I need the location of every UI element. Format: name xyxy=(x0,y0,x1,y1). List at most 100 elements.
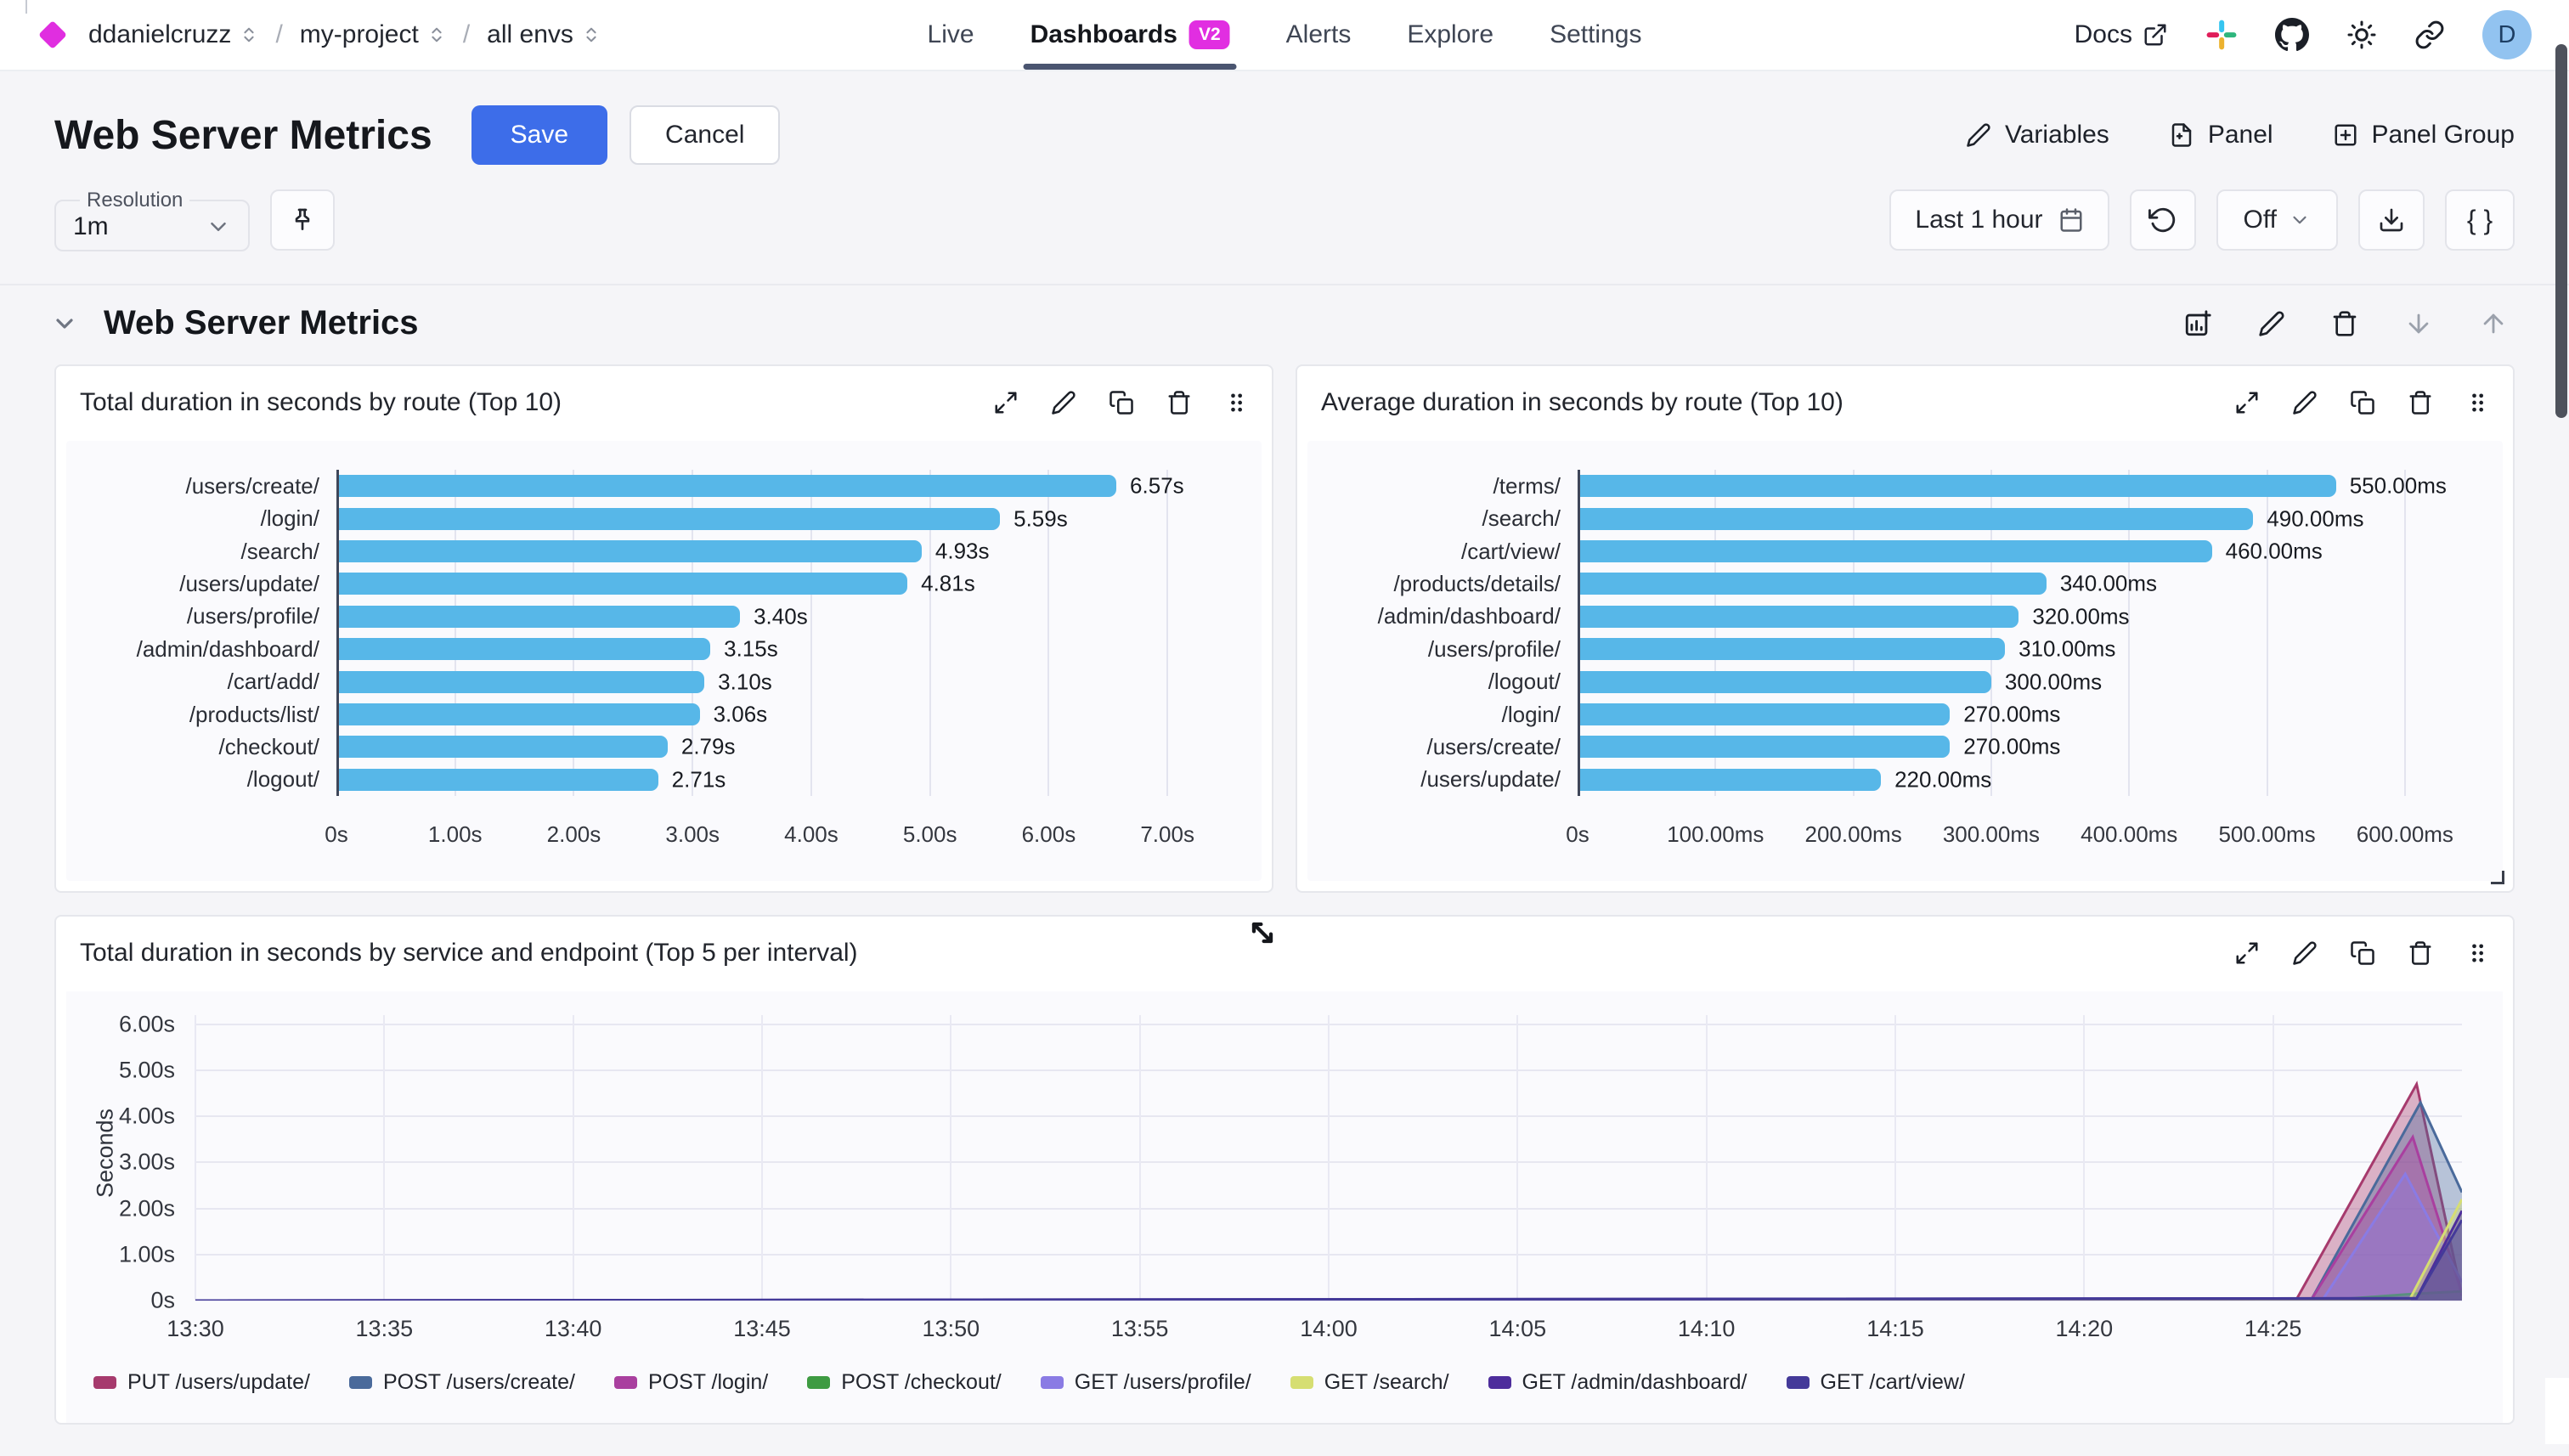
json-view-button[interactable]: { } xyxy=(2445,189,2515,251)
resolution-select[interactable]: Resolution 1m xyxy=(54,189,250,251)
panel-label: Panel xyxy=(2207,121,2273,149)
drag-handle-icon[interactable] xyxy=(2465,390,2489,415)
delete-panel-icon[interactable] xyxy=(2408,940,2433,966)
bar-row: /checkout/2.79s xyxy=(85,731,1233,763)
move-down-icon[interactable] xyxy=(2404,309,2433,338)
bar-row: /search/4.93s xyxy=(85,535,1233,567)
legend-item[interactable]: PUT /users/update/ xyxy=(93,1370,310,1395)
auto-refresh-select[interactable]: Off xyxy=(2216,189,2338,251)
add-panel-group-button[interactable]: Panel Group xyxy=(2333,121,2515,150)
duplicate-panel-icon[interactable] xyxy=(1109,390,1134,415)
drag-handle-icon[interactable] xyxy=(1224,390,1248,415)
edit-panel-icon[interactable] xyxy=(1051,390,1076,415)
bar-track: 270.00ms xyxy=(1578,731,2474,763)
category-label: /cart/add/ xyxy=(227,669,319,695)
category-label: /logout/ xyxy=(246,766,319,793)
tab-settings[interactable]: Settings xyxy=(1550,0,1641,70)
edit-section-icon[interactable] xyxy=(2258,310,2285,337)
panel-actions xyxy=(2234,390,2489,415)
tab-dashboards[interactable]: Dashboards V2 xyxy=(1023,0,1237,70)
slack-icon[interactable] xyxy=(2205,19,2238,51)
duplicate-panel-icon[interactable] xyxy=(2350,390,2375,415)
bar xyxy=(336,475,1117,498)
x-tick-label: 400.00ms xyxy=(2081,821,2178,847)
legend-item[interactable]: GET /cart/view/ xyxy=(1786,1370,1965,1395)
edit-panel-icon[interactable] xyxy=(2292,940,2318,966)
add-panel-button[interactable]: Panel xyxy=(2169,121,2273,150)
breadcrumb-label: my-project xyxy=(299,20,419,48)
expand-icon[interactable] xyxy=(2234,940,2260,966)
legend-label: POST /users/create/ xyxy=(382,1370,575,1394)
resize-cursor-icon xyxy=(1245,916,1279,950)
time-controls: Last 1 hour Off { } xyxy=(1889,189,2515,251)
legend-label: GET /admin/dashboard/ xyxy=(1522,1370,1747,1394)
time-range-picker[interactable]: Last 1 hour xyxy=(1889,189,2109,251)
value-label: 3.06s xyxy=(713,701,768,727)
tab-label: Dashboards xyxy=(1030,20,1177,48)
calendar-icon xyxy=(2058,207,2084,233)
expand-icon[interactable] xyxy=(993,390,1019,415)
bar xyxy=(1578,736,1951,759)
x-tick-label: 4.00s xyxy=(784,821,838,847)
y-tick-label: 4.00s xyxy=(118,1103,175,1129)
bar xyxy=(336,703,700,726)
tab-explore[interactable]: Explore xyxy=(1407,0,1493,70)
value-label: 320.00ms xyxy=(2032,603,2130,629)
delete-panel-icon[interactable] xyxy=(2408,390,2433,415)
avatar[interactable]: D xyxy=(2482,10,2532,59)
drag-handle-icon[interactable] xyxy=(2465,940,2489,966)
bar-row: /login/270.00ms xyxy=(1326,698,2474,731)
variables-button[interactable]: Variables xyxy=(1966,121,2109,150)
docs-link[interactable]: Docs xyxy=(2075,20,2168,49)
bar-track: 320.00ms xyxy=(1578,601,2474,633)
legend-item[interactable]: GET /users/profile/ xyxy=(1040,1370,1251,1395)
bar-track: 270.00ms xyxy=(1578,698,2474,731)
tab-live[interactable]: Live xyxy=(928,0,974,70)
legend-swatch xyxy=(1290,1376,1313,1389)
delete-section-icon[interactable] xyxy=(2331,310,2358,337)
bar xyxy=(336,540,922,563)
refresh-button[interactable] xyxy=(2129,189,2196,251)
legend-item[interactable]: POST /checkout/ xyxy=(807,1370,1002,1395)
series-line xyxy=(195,1137,2462,1301)
legend-item[interactable]: POST /login/ xyxy=(613,1370,768,1395)
legend-swatch xyxy=(1488,1376,1511,1389)
grid-line xyxy=(692,470,694,796)
breadcrumb-item-my-project[interactable]: my-project xyxy=(300,20,446,49)
legend-item[interactable]: GET /search/ xyxy=(1290,1370,1449,1395)
download-button[interactable] xyxy=(2358,189,2425,251)
legend-item[interactable]: GET /admin/dashboard/ xyxy=(1488,1370,1747,1395)
value-label: 4.81s xyxy=(921,570,975,596)
bar-chart-total-duration: /users/create/6.57s/login/5.59s/search/4… xyxy=(85,470,1233,847)
add-chart-icon[interactable] xyxy=(2183,309,2212,338)
tab-alerts[interactable]: Alerts xyxy=(1286,0,1352,70)
grid-line xyxy=(195,1015,196,1301)
bar xyxy=(336,605,741,628)
bar xyxy=(336,736,668,759)
edit-panel-icon[interactable] xyxy=(2292,390,2318,415)
x-tick-label: 0s xyxy=(325,821,348,847)
theme-sun-icon[interactable] xyxy=(2346,20,2377,50)
breadcrumb-label: all envs xyxy=(487,20,573,48)
cancel-button[interactable]: Cancel xyxy=(630,105,781,165)
legend-item[interactable]: POST /users/create/ xyxy=(348,1370,575,1395)
resize-corner[interactable] xyxy=(2491,871,2504,884)
scrollbar-thumb[interactable] xyxy=(2555,44,2567,418)
breadcrumb-item-ddanielcruzz[interactable]: ddanielcruzz xyxy=(88,20,258,49)
delete-panel-icon[interactable] xyxy=(1166,390,1192,415)
brand-logo-icon[interactable] xyxy=(38,20,67,49)
duplicate-panel-icon[interactable] xyxy=(2350,940,2375,966)
category-label: /users/update/ xyxy=(1420,766,1561,793)
breadcrumb-item-all-envs[interactable]: all envs xyxy=(487,20,601,49)
save-button[interactable]: Save xyxy=(471,105,608,165)
github-icon[interactable] xyxy=(2275,18,2309,52)
share-link-icon[interactable] xyxy=(2414,20,2445,50)
expand-icon[interactable] xyxy=(2234,390,2260,415)
move-up-icon[interactable] xyxy=(2479,309,2508,338)
variables-label: Variables xyxy=(2004,121,2109,149)
bar-track: 300.00ms xyxy=(1578,665,2474,697)
collapse-chevron-icon[interactable] xyxy=(51,310,78,337)
time-series-plot xyxy=(195,1015,2462,1301)
pin-button[interactable] xyxy=(270,189,335,251)
nav-right: Docs D xyxy=(2075,10,2532,59)
